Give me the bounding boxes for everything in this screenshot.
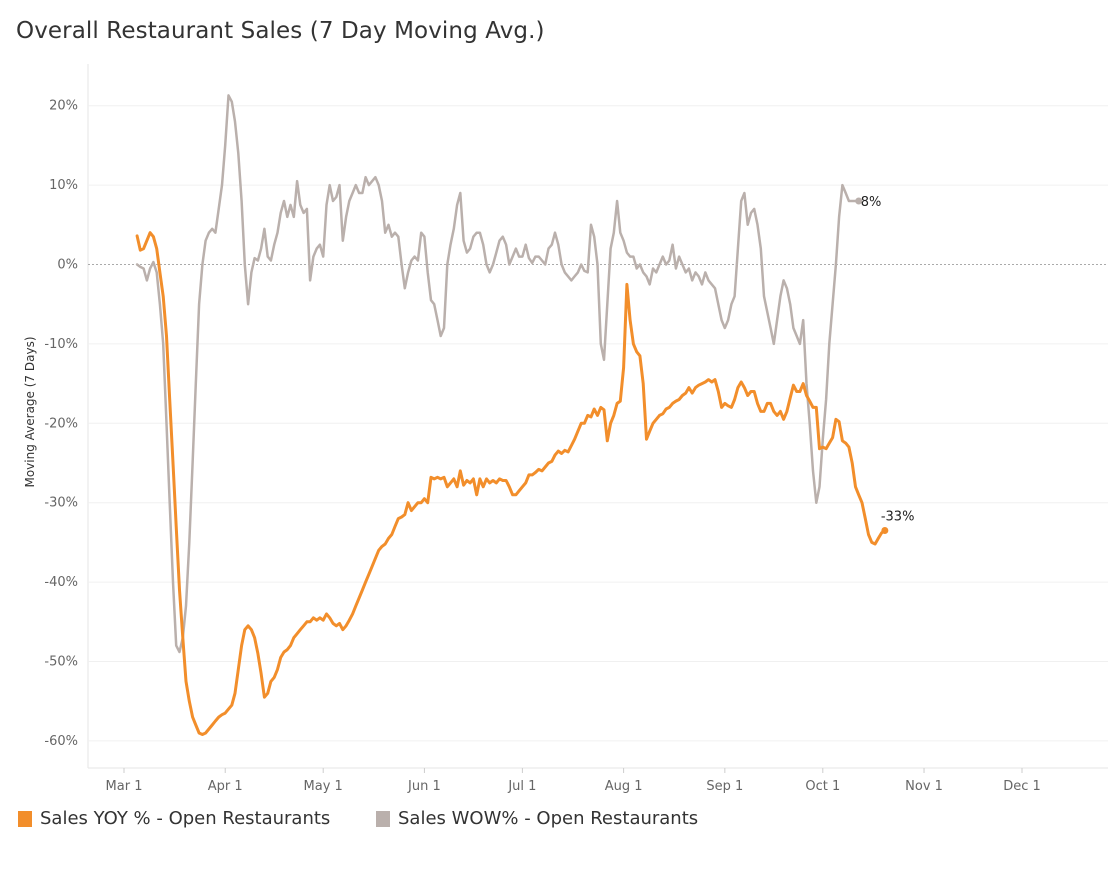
y-tick-label: 0% [57,258,78,273]
y-tick-label: -60% [44,734,78,749]
x-tick-label: Jun 1 [407,779,441,794]
x-tick-label: Sep 1 [706,779,743,794]
legend-swatch-yoy [18,810,32,827]
x-tick-label: Jul 1 [507,779,536,794]
wow-end-point [855,197,863,205]
x-tick-label: Oct 1 [805,779,840,794]
legend-item-wow[interactable]: Sales WOW% - Open Restaurants [376,808,698,829]
yoy-end-point [881,526,889,534]
wow-end-label: 8% [861,195,882,210]
chart-title: Overall Restaurant Sales (7 Day Moving A… [16,18,545,44]
legend-label-wow: Sales WOW% - Open Restaurants [398,808,699,829]
legend-swatch-wow [376,810,390,827]
legend: Sales YOY % - Open Restaurants Sales WOW… [18,808,1108,838]
y-tick-label: -30% [44,496,78,511]
y-tick-label: -10% [44,337,78,352]
y-tick-label: -50% [44,655,78,670]
y-tick-label: 20% [49,99,78,114]
y-tick-label: -40% [44,575,78,590]
yoy-end-label: -33% [881,509,915,524]
wow-series-line [135,94,860,654]
gridlines [87,64,1108,769]
y-axis-label: Moving Average (7 Days) [23,336,37,487]
x-tick-label: Apr 1 [208,779,243,794]
x-axis-ticks: Mar 1 Apr 1 May 1 Jun 1 Jul 1 Aug 1 Sep 1 Oct 1… [106,768,1041,794]
x-tick-label: Nov 1 [905,779,943,794]
x-tick-label: May 1 [304,779,343,794]
x-tick-label: Aug 1 [605,779,643,794]
x-tick-label: Mar 1 [106,779,143,794]
y-axis-ticks: 20% 10% 0% -10% -20% -30% -40% -50% -60% [44,99,78,749]
yoy-series-line [135,231,887,736]
legend-item-yoy[interactable]: Sales YOY % - Open Restaurants [18,808,330,829]
legend-label-yoy: Sales YOY % - Open Restaurants [40,808,331,829]
series-group: 8% -33% [135,94,915,736]
x-tick-label: Dec 1 [1003,779,1041,794]
y-tick-label: 10% [49,178,78,193]
line-chart: 20% 10% 0% -10% -20% -30% -40% -50% -60% Mar 1 Ap… [23,64,1108,794]
y-tick-label: -20% [44,416,78,431]
